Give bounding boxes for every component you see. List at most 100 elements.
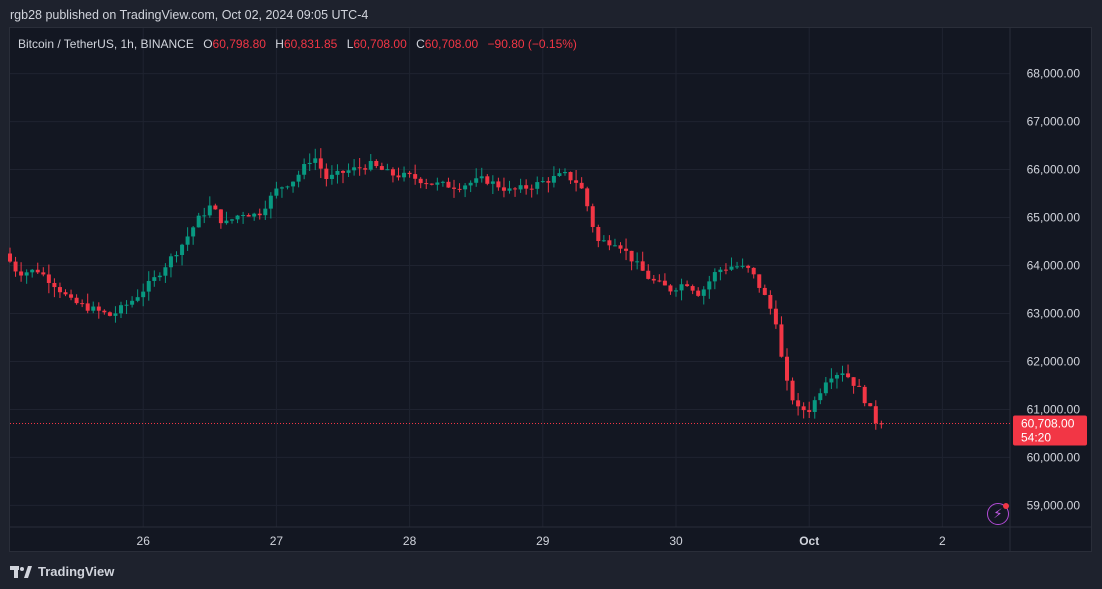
candle-body <box>701 289 706 296</box>
candle-body <box>762 287 767 295</box>
publish-info: rgb28 published on TradingView.com, Oct … <box>10 8 369 22</box>
candle-body <box>540 181 545 183</box>
candle-body <box>96 306 101 311</box>
candle-body <box>452 187 456 189</box>
candle-body <box>635 261 640 263</box>
tradingview-logo-icon <box>10 565 32 578</box>
candle-body <box>413 174 418 179</box>
candle-body <box>468 182 473 186</box>
footer-brand: TradingView <box>10 564 114 579</box>
candle-body <box>513 188 518 190</box>
candle-body <box>141 291 146 298</box>
candle-body <box>379 166 384 170</box>
candle-body <box>718 269 723 273</box>
candle-body <box>52 282 57 288</box>
candle-body <box>668 285 673 292</box>
candle-body <box>846 373 851 378</box>
candle-body <box>357 167 362 169</box>
candle-body <box>385 169 390 171</box>
candle-body <box>63 292 68 295</box>
candle-body <box>268 195 273 209</box>
candle-body <box>801 406 806 411</box>
candle-body <box>163 267 168 276</box>
high-label: H <box>275 37 284 51</box>
candle-body <box>696 290 701 296</box>
chart-pane[interactable] <box>9 27 1092 552</box>
candle-body <box>612 245 617 247</box>
candle-body <box>263 208 268 216</box>
candle-body <box>180 244 185 255</box>
candle-body <box>185 236 190 245</box>
candle-body <box>352 167 357 171</box>
y-tick-label: 61,000.00 <box>1027 402 1081 416</box>
candle-body <box>779 324 784 357</box>
candle-body <box>590 206 595 227</box>
candle-body <box>834 374 839 379</box>
y-tick-label: 60,000.00 <box>1027 450 1081 464</box>
candle-body <box>479 176 484 179</box>
candle-body <box>796 400 801 407</box>
candle-body <box>723 269 728 271</box>
candle-body <box>307 162 312 165</box>
notification-dot <box>1003 503 1009 509</box>
x-tick-label: 26 <box>137 534 151 548</box>
y-tick-label: 65,000.00 <box>1027 211 1081 225</box>
candle-body <box>857 385 862 387</box>
candle-body <box>496 181 501 188</box>
ohlc-legend: Bitcoin / TetherUS, 1h, BINANCE O60,798.… <box>18 37 577 51</box>
close-label: C <box>416 37 425 51</box>
y-tick-label: 62,000.00 <box>1027 354 1081 368</box>
candle-body <box>257 213 262 216</box>
candle-body <box>80 303 85 305</box>
candle-body <box>174 254 179 257</box>
candle-body <box>601 240 606 242</box>
candle-body <box>329 174 334 179</box>
candle-body <box>729 266 734 270</box>
candle-body <box>840 373 845 375</box>
candle-body <box>823 382 828 394</box>
candle-body <box>157 275 162 278</box>
lightning-icon[interactable]: ⚡ <box>987 503 1009 525</box>
candle-body <box>213 205 218 210</box>
candle-body <box>546 181 551 183</box>
candle-body <box>712 272 717 282</box>
candle-body <box>662 280 667 286</box>
candle-body <box>690 286 695 291</box>
high-value: 60,831.85 <box>283 37 338 51</box>
candle-body <box>607 240 612 246</box>
close-value: 60,708.00 <box>424 37 479 51</box>
candle-body <box>124 304 129 306</box>
candle-body <box>57 287 62 293</box>
candle-body <box>851 377 856 386</box>
candle-body <box>812 400 817 412</box>
candle-body <box>130 300 135 305</box>
candle-body <box>13 261 18 272</box>
candle-body <box>152 277 157 281</box>
candle-body <box>568 172 573 181</box>
candle-body <box>291 181 296 187</box>
x-tick-label: 27 <box>270 534 284 548</box>
candle-body <box>818 393 823 401</box>
candle-body <box>202 215 207 217</box>
y-tick-label: 63,000.00 <box>1027 306 1081 320</box>
candle-body <box>551 175 556 183</box>
candle-body <box>35 269 40 273</box>
candle-body <box>346 170 351 173</box>
candle-body <box>390 169 395 176</box>
y-tick-label: 67,000.00 <box>1027 115 1081 129</box>
candle-body <box>457 188 462 190</box>
candle-body <box>285 186 290 188</box>
y-tick-label: 66,000.00 <box>1027 163 1081 177</box>
x-tick-label: 29 <box>536 534 550 548</box>
candle-body <box>757 274 762 288</box>
x-tick-label: 30 <box>669 534 683 548</box>
candle-body <box>879 423 884 425</box>
candle-body <box>735 266 740 268</box>
candle-body <box>490 181 495 184</box>
candle-body <box>740 265 745 267</box>
candle-body <box>85 303 90 311</box>
candle-body <box>341 170 345 173</box>
low-value: 60,708.00 <box>353 37 407 51</box>
symbol-title: Bitcoin / TetherUS, 1h, BINANCE <box>18 37 194 51</box>
